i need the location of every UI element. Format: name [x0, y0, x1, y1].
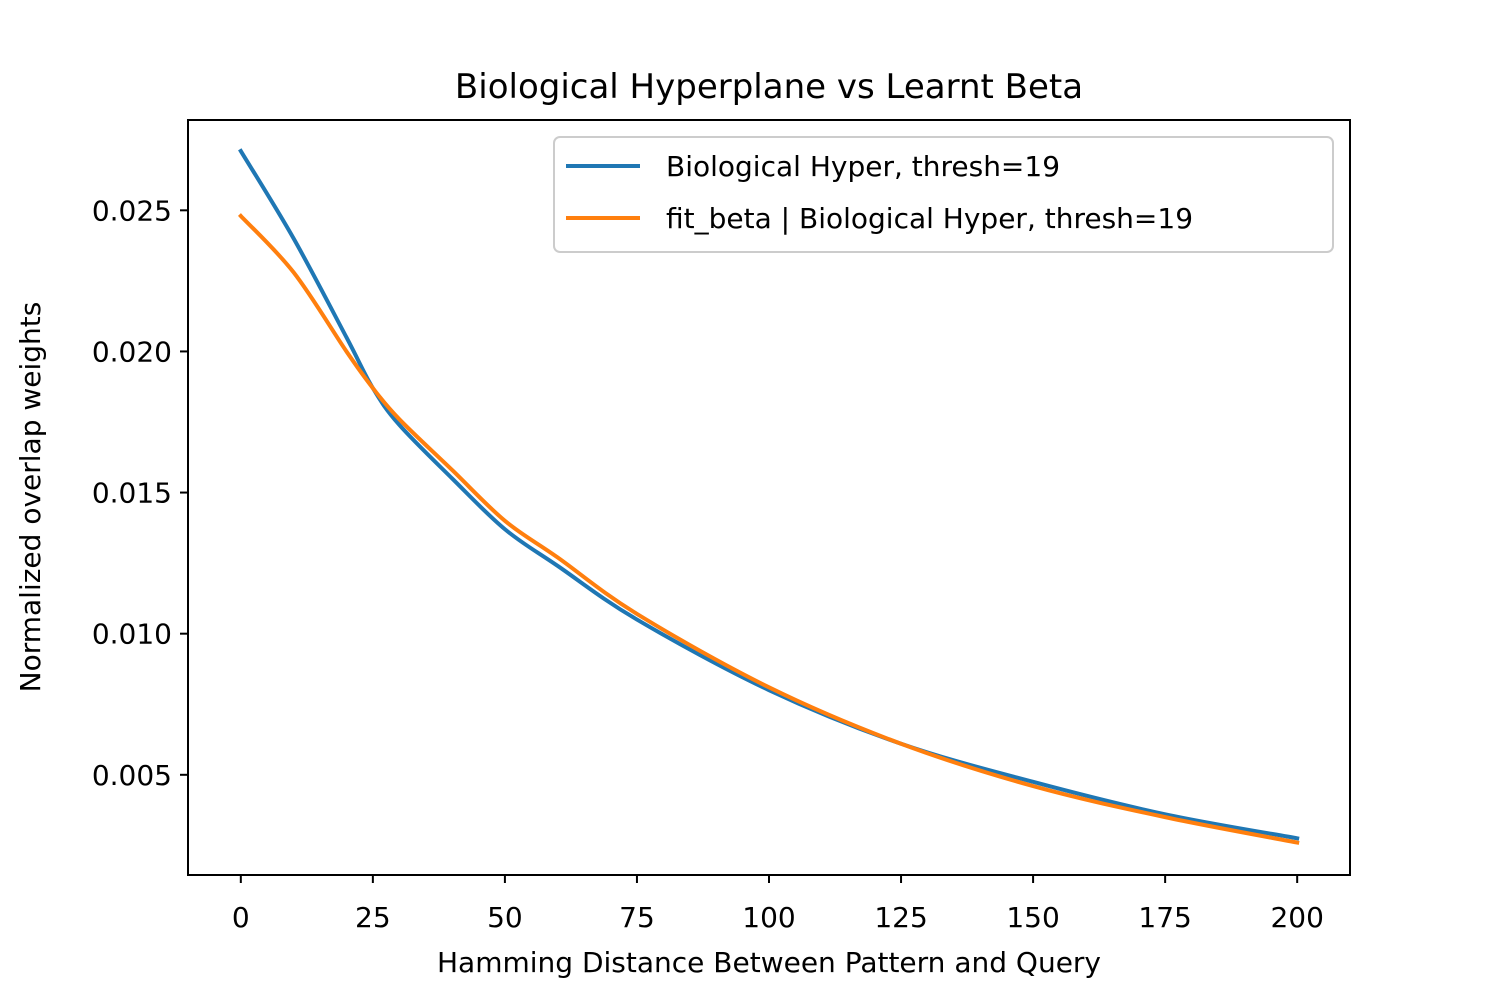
- chart-title: Biological Hyperplane vs Learnt Beta: [455, 67, 1083, 107]
- legend-box: [553, 136, 1334, 253]
- y-tick-label: 0.010: [92, 618, 172, 651]
- x-tick-label: 0: [232, 901, 250, 934]
- x-tick-label: 150: [1006, 901, 1059, 934]
- series-line-0: [238, 148, 1300, 841]
- legend-label-fit-beta: fit_beta | Biological Hyper, thresh=19: [666, 202, 1193, 235]
- series-line-1: [237, 213, 1300, 845]
- plot-lines: [237, 148, 1300, 845]
- x-axis-label: Hamming Distance Between Pattern and Que…: [437, 946, 1101, 979]
- y-tick-label: 0.020: [92, 335, 172, 368]
- x-axis: 0 25 50 75 100 125 150 175 200: [232, 875, 1324, 934]
- y-axis: 0.005 0.010 0.015 0.020 0.025: [92, 194, 188, 792]
- x-tick-label: 50: [487, 901, 523, 934]
- x-tick-label: 25: [355, 901, 391, 934]
- y-tick-label: 0.025: [92, 194, 172, 227]
- x-tick-label: 175: [1138, 901, 1191, 934]
- legend: Biological Hyper, thresh=19 fit_beta | B…: [553, 136, 1334, 253]
- x-tick-label: 200: [1270, 901, 1323, 934]
- x-tick-label: 125: [874, 901, 927, 934]
- x-tick-label: 100: [742, 901, 795, 934]
- y-tick-label: 0.015: [92, 477, 172, 510]
- y-axis-label: Normalized overlap weights: [14, 302, 47, 693]
- x-tick-label: 75: [619, 901, 655, 934]
- y-tick-label: 0.005: [92, 759, 172, 792]
- legend-label-biological-hyper: Biological Hyper, thresh=19: [666, 150, 1060, 183]
